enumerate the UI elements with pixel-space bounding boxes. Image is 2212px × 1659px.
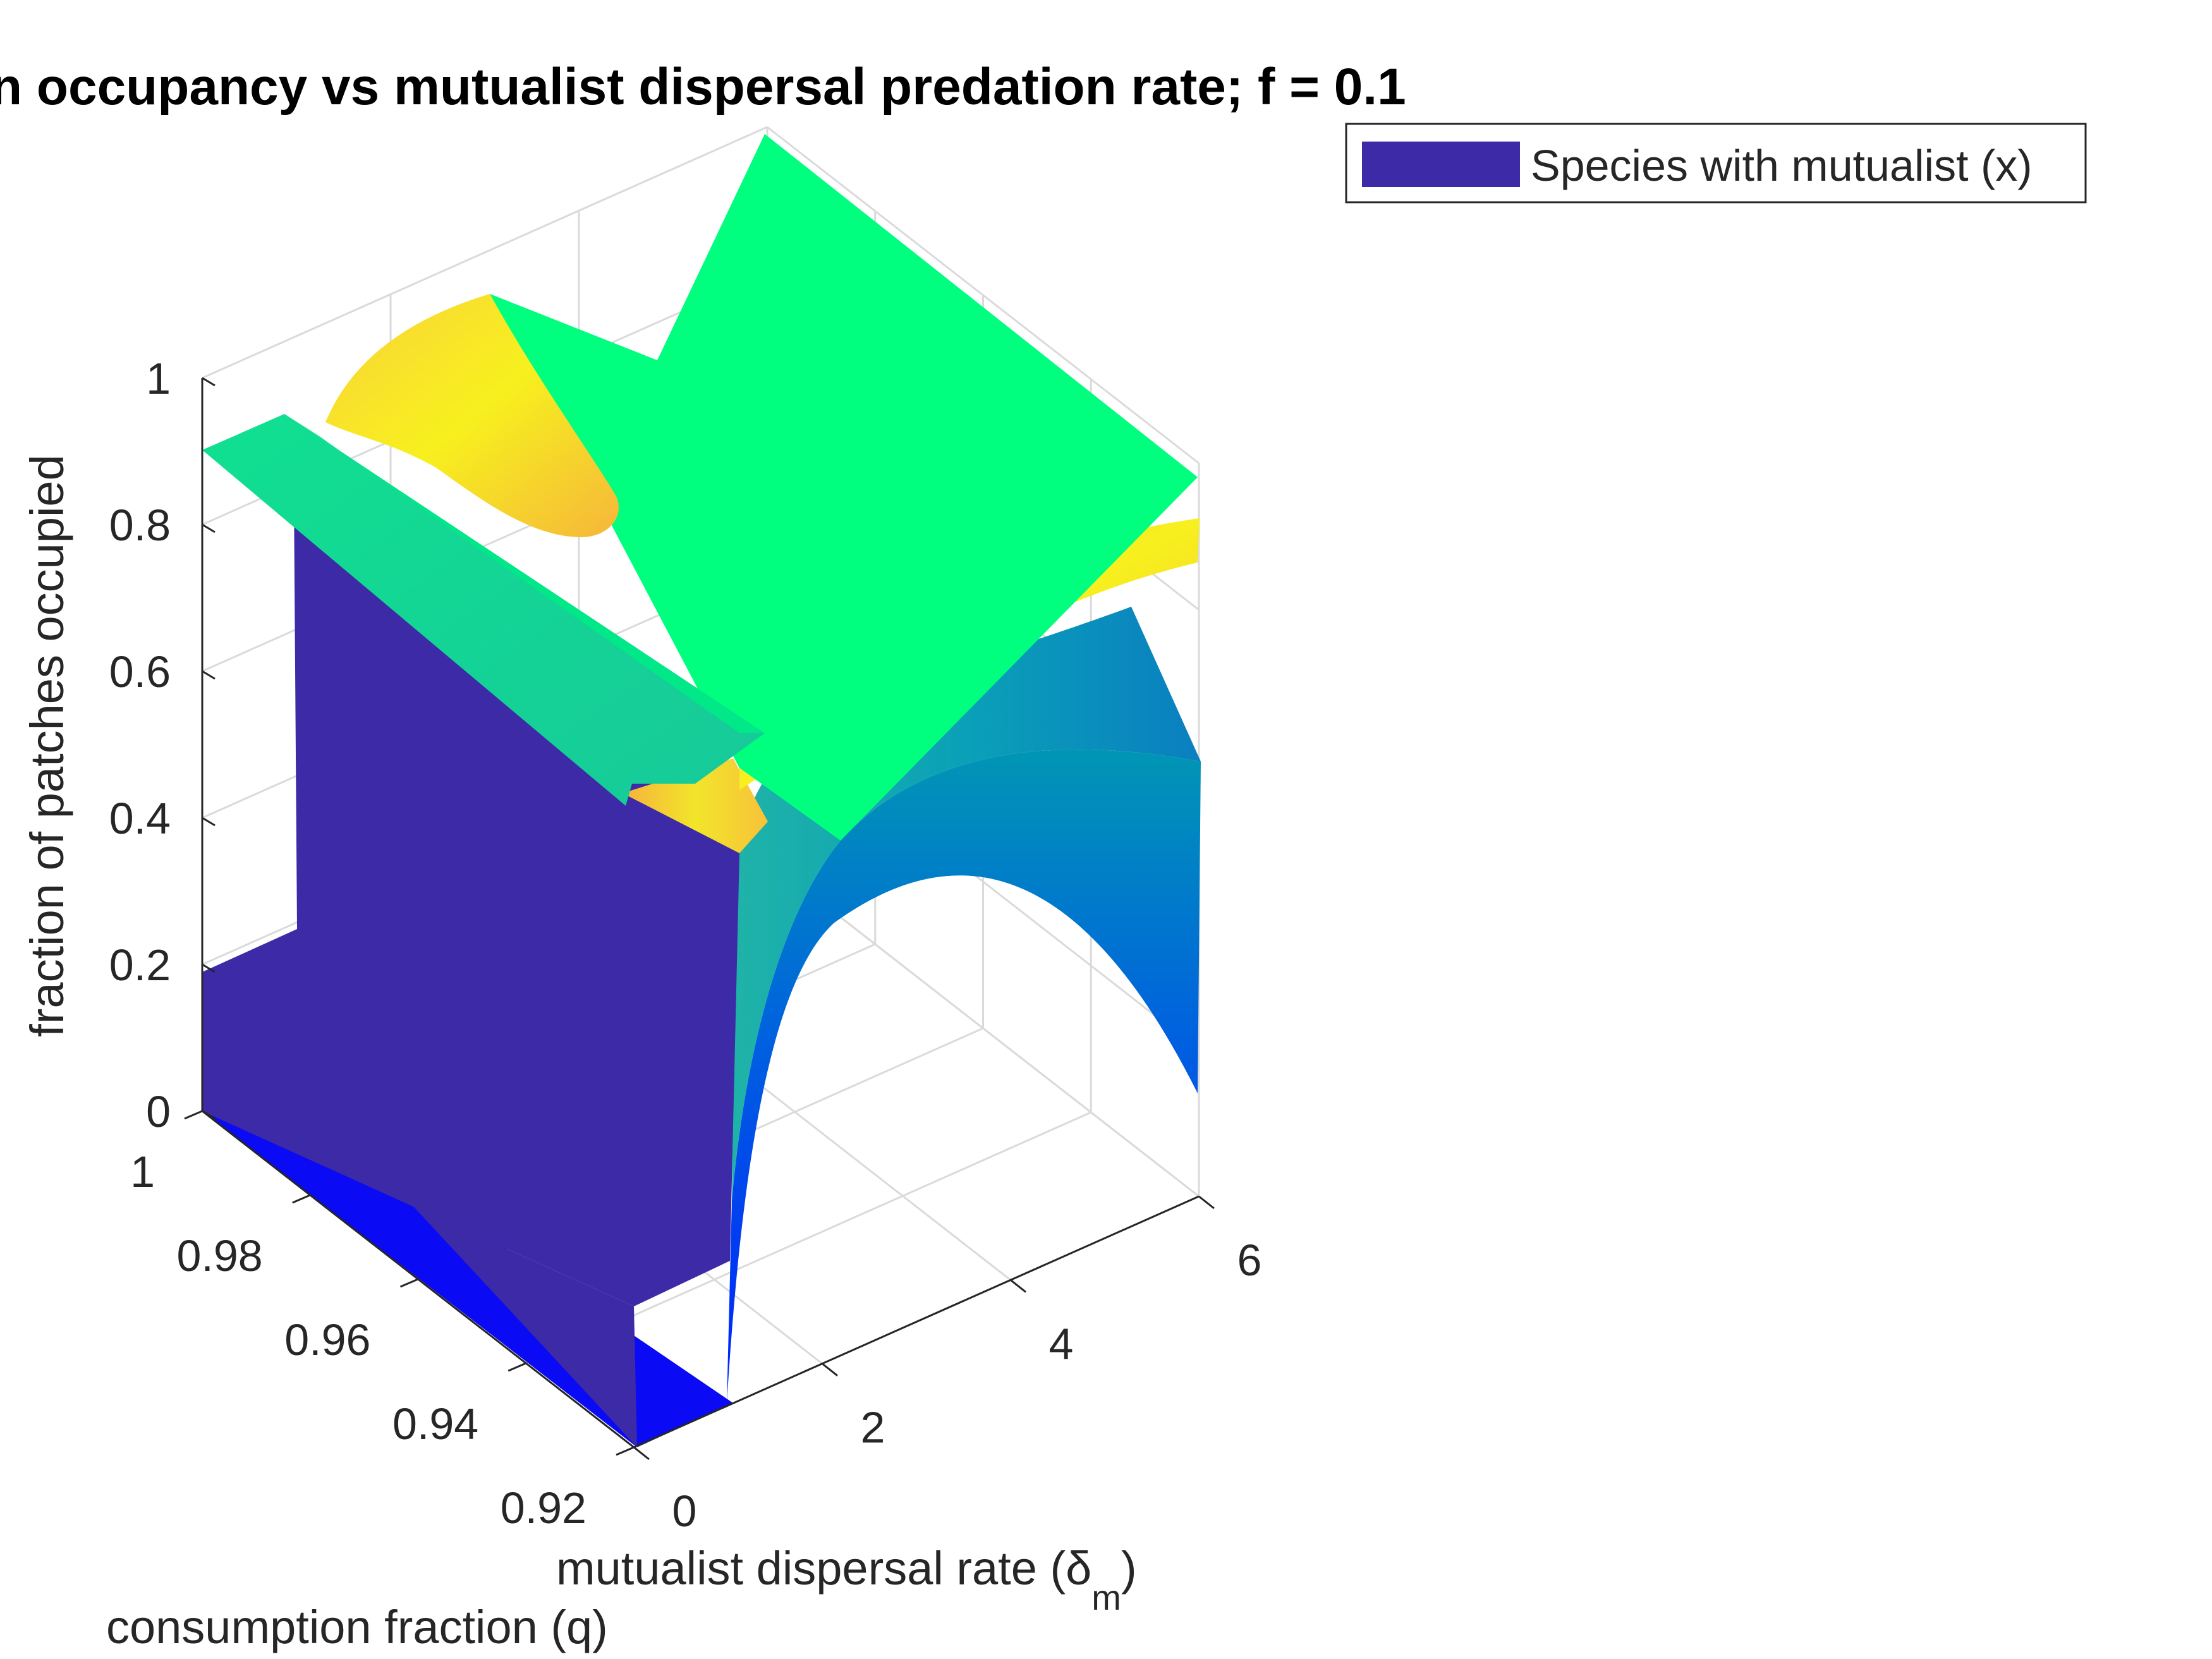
y-axis-label: consumption fraction (q) [106,1601,608,1653]
x-axis-label-main: mutualist dispersal rate (δ [556,1542,1091,1595]
z-tick-label: 0.8 [109,501,171,550]
z-tick [202,963,216,973]
x-tick [1010,1279,1026,1293]
z-tick-label: 1 [146,354,171,403]
x-axis-label-sub: m [1091,1577,1121,1617]
y-tick-label: 1 [130,1147,155,1196]
surface-green-front-edge [284,414,765,733]
x-tick-label: 0 [672,1486,697,1536]
x-axis-line [633,1195,1200,1449]
z-tick [202,377,216,387]
y-tick-label: 0.92 [501,1483,586,1533]
y-tick [184,1110,203,1120]
z-tick-label: 0.2 [109,940,171,990]
surface-wall-blue [727,749,1201,1403]
legend-swatch [1362,142,1520,187]
grid-line-side-z [767,126,1200,465]
z-tick-label: 0.4 [109,794,171,843]
z-axis-label: fraction of patches occupied [21,454,73,1036]
chart-title: n occupancy vs mutualist dispersal preda… [0,58,1406,116]
surface-yellow-bump [325,294,619,537]
z-tick [202,670,216,680]
x-tick-label: 2 [861,1403,885,1452]
y-tick [507,1362,526,1372]
z-tick [202,523,216,533]
legend-entry: Species with mutualist (x) [1531,141,2033,190]
tick-marks: 0 2 4 6 0.92 0.94 0.96 0.98 1 0 0.2 0.4 0.6 0.8 1 [109,354,1262,1536]
z-tick [202,817,216,827]
x-tick-label: 4 [1049,1319,1074,1368]
x-tick [822,1363,838,1376]
z-tick-label: 0 [146,1087,171,1136]
y-tick-label: 0.98 [177,1231,263,1280]
surface-green-front [202,414,765,806]
y-tick-label: 0.94 [392,1399,478,1449]
z-tick-label: 0.6 [109,647,171,696]
surface-green-top [490,134,1198,841]
x-axis-label-close: ) [1121,1542,1137,1595]
surface-mutualist-purple [202,493,739,1306]
legend: Species with mutualist (x) [1345,123,2087,204]
y-tick [292,1194,311,1204]
surface-mutualist-purple-lower [202,1074,637,1447]
y-tick [399,1278,419,1288]
x-tick-label: 6 [1237,1236,1262,1285]
y-tick-label: 0.96 [284,1315,370,1364]
surfaces [202,134,1201,1447]
grid-line-back-z [202,126,768,379]
x-tick [1198,1195,1215,1210]
y-tick [616,1446,635,1456]
x-axis-label: mutualist dispersal rate (δm) [556,1542,1137,1617]
x-tick [633,1446,650,1461]
z-tick [202,1110,216,1120]
